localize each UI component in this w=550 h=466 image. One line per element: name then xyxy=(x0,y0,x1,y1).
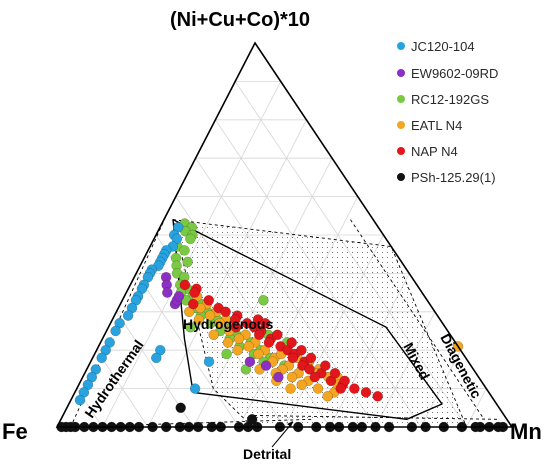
data-point xyxy=(372,391,383,402)
legend: JC120-104 EW9602-09RD RC12-192GS EATL N4… xyxy=(397,39,498,185)
data-point xyxy=(193,314,205,325)
grid-line xyxy=(96,349,149,428)
legend-marker xyxy=(397,69,405,77)
legend-item: EW9602-09RD xyxy=(397,66,498,81)
legend-label: PSh-125.29(1) xyxy=(411,170,496,185)
series-nap-n4 xyxy=(179,279,383,402)
data-point xyxy=(187,298,199,310)
vertex-label-top: (Ni+Cu+Co)*10 xyxy=(170,9,310,31)
data-point xyxy=(309,371,321,383)
data-point xyxy=(312,383,324,394)
data-point xyxy=(263,337,275,348)
legend-label: JC120-104 xyxy=(411,39,475,54)
detrital-field-boundary xyxy=(254,415,498,420)
data-point xyxy=(273,371,284,383)
data-point xyxy=(179,245,190,256)
data-point xyxy=(287,352,299,364)
data-point xyxy=(335,383,346,394)
data-point xyxy=(253,329,265,341)
legend-label: EATL N4 xyxy=(411,118,462,133)
data-point xyxy=(179,279,191,291)
data-point xyxy=(304,364,315,375)
vertex-label-right: Mn xyxy=(510,419,542,444)
data-point xyxy=(258,295,269,306)
data-point xyxy=(220,306,231,318)
data-point xyxy=(222,337,234,348)
data-point xyxy=(203,295,215,306)
grid-line xyxy=(135,273,240,428)
ternary-triangle xyxy=(55,41,514,428)
data-point xyxy=(320,360,331,371)
legend-marker xyxy=(397,42,405,50)
legend-item: NAP N4 xyxy=(397,144,458,159)
region-label-detrital: Detrital xyxy=(243,446,291,462)
data-point xyxy=(296,379,307,391)
data-point xyxy=(244,356,256,367)
data-point xyxy=(173,291,185,302)
vertex-label-left: Fe xyxy=(2,419,28,444)
legend-marker xyxy=(397,173,405,181)
data-point xyxy=(246,414,258,425)
data-point xyxy=(175,402,186,414)
data-point xyxy=(349,383,360,394)
data-point xyxy=(296,344,307,356)
data-point xyxy=(260,360,272,371)
data-point xyxy=(230,321,242,333)
legend-label: RC12-192GS xyxy=(411,92,489,107)
region-label-hydrogenous: Hydrogenous xyxy=(183,316,273,332)
data-point xyxy=(233,333,245,344)
data-point xyxy=(162,287,173,298)
data-point xyxy=(185,233,196,245)
legend-label: NAP N4 xyxy=(411,144,458,159)
detrital-pointer-head xyxy=(287,421,293,427)
data-point xyxy=(204,310,216,321)
data-point xyxy=(329,367,341,379)
data-point xyxy=(259,318,271,329)
data-point xyxy=(208,329,219,341)
data-point xyxy=(185,321,196,333)
data-point xyxy=(110,325,121,337)
data-point xyxy=(285,383,296,394)
legend-marker xyxy=(397,95,405,103)
data-point xyxy=(122,310,134,321)
data-point xyxy=(189,287,200,298)
data-point xyxy=(214,318,225,329)
hydrogenous-field xyxy=(172,218,443,421)
detrital-pointer xyxy=(271,421,294,448)
legend-item: PSh-125.29(1) xyxy=(397,170,496,185)
grid-line xyxy=(466,388,487,428)
data-point xyxy=(322,391,333,402)
data-point xyxy=(182,256,193,268)
series-ew9602-09rd xyxy=(160,271,284,383)
data-points xyxy=(56,218,509,433)
data-point xyxy=(286,337,297,348)
data-point xyxy=(203,356,215,367)
legend-marker xyxy=(397,147,405,155)
legend-item: JC120-104 xyxy=(397,39,475,54)
data-point xyxy=(151,352,162,364)
data-point xyxy=(286,371,298,383)
field-regions xyxy=(69,211,498,428)
series-jc120-104 xyxy=(74,222,241,406)
data-point xyxy=(243,341,254,352)
data-point xyxy=(272,329,283,341)
data-point xyxy=(360,387,372,398)
data-point xyxy=(253,348,264,360)
data-point xyxy=(189,383,201,394)
legend-marker xyxy=(397,121,405,129)
data-point xyxy=(74,394,86,406)
legend-item: EATL N4 xyxy=(397,118,462,133)
data-point xyxy=(221,348,232,360)
data-point xyxy=(96,352,107,364)
legend-label: EW9602-09RD xyxy=(411,66,498,81)
diagenetic-field-boundary xyxy=(350,219,485,420)
data-point xyxy=(232,344,243,356)
legend-item: RC12-192GS xyxy=(397,92,489,107)
data-point xyxy=(305,352,317,364)
